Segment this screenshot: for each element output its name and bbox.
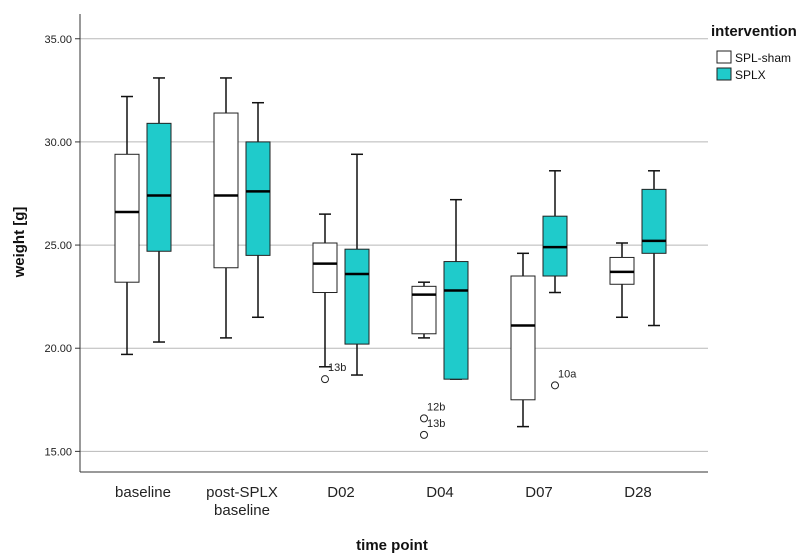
box-spl-sham xyxy=(213,77,239,339)
y-tick-label: 15.00 xyxy=(44,446,72,458)
legend-swatch-spl-sham xyxy=(716,50,732,64)
box-body xyxy=(114,153,140,283)
y-tick-label: 35.00 xyxy=(44,34,72,46)
x-category-label: baseline xyxy=(115,484,171,501)
box-body xyxy=(213,112,239,269)
box-splx xyxy=(146,77,172,343)
legend: intervention SPL-sham SPLX xyxy=(711,23,797,82)
x-category-label: D28 xyxy=(624,484,652,501)
box-spl-sham xyxy=(609,242,635,319)
outlier-point xyxy=(420,414,428,423)
outlier-label: 13b xyxy=(427,418,445,430)
box-splx xyxy=(443,198,469,380)
x-category-label: D04 xyxy=(426,484,454,501)
box-spl-sham: 13b xyxy=(312,213,346,384)
legend-label-spl-sham: SPL-sham xyxy=(735,51,791,65)
x-category-label: baseline xyxy=(214,502,270,519)
box-spl-sham xyxy=(114,95,140,356)
x-axis-title: time point xyxy=(356,537,428,553)
x-category-label: D02 xyxy=(327,484,355,501)
outlier-label: 10a xyxy=(558,368,577,380)
box-body xyxy=(245,141,271,256)
box-body xyxy=(510,275,536,401)
box-body xyxy=(312,242,338,294)
x-category-label: post-SPLX xyxy=(206,484,278,501)
legend-title: intervention xyxy=(711,23,797,40)
box-body xyxy=(443,261,469,380)
gridlines xyxy=(80,38,708,452)
box-body xyxy=(146,122,172,252)
box-splx xyxy=(641,170,667,327)
box-splx xyxy=(344,153,370,376)
box-splx: 10a xyxy=(542,170,577,390)
box-spl-sham xyxy=(510,252,536,428)
y-tick-label: 20.00 xyxy=(44,343,72,355)
legend-swatch-splx xyxy=(716,67,732,81)
y-tick-label: 25.00 xyxy=(44,240,72,252)
outlier-point xyxy=(321,375,329,384)
box-body xyxy=(344,248,370,345)
y-axis-title: weight [g] xyxy=(11,207,28,279)
outlier-label: 13b xyxy=(328,362,346,374)
outlier-label: 12b xyxy=(427,401,445,413)
outlier-point xyxy=(551,381,559,390)
outlier-point xyxy=(420,430,428,439)
y-tick-label: 30.00 xyxy=(44,137,72,149)
box-splx xyxy=(245,101,271,319)
legend-label-splx: SPLX xyxy=(735,68,766,82)
x-category-label: D07 xyxy=(525,484,553,501)
box-body xyxy=(641,188,667,254)
